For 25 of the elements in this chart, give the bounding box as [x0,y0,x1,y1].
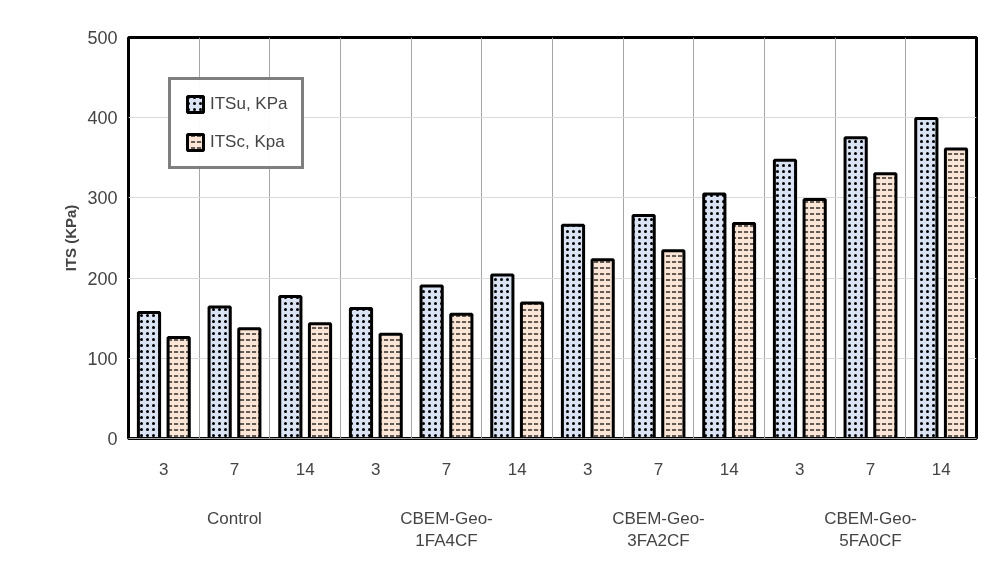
text: CBEM-Geo-5FA0CF [824,508,917,551]
x-tick-label: 3 [583,459,593,479]
y-tick-label: 200 [87,268,118,289]
x-tick-label: 3 [159,459,169,479]
x-tick-label: 7 [653,459,664,479]
y-tick-label: 0 [107,429,118,449]
y-tick-label: 500 [87,28,118,48]
legend-label: ITSu, KPa [210,94,288,114]
x-tick-label: 14 [931,459,951,479]
x-tick-label: 3 [371,459,381,479]
x-tick-label: 14 [295,459,315,479]
y-tick-label: 100 [87,348,118,369]
x-tick-label: 7 [441,459,452,479]
y-tick-label: 300 [87,188,118,209]
text: CBEM-Geo-1FA4CF [400,508,493,551]
x-tick-label: 7 [229,459,240,479]
text: Control [207,508,262,528]
legend-label: ITSc, Kpa [210,132,285,152]
x-tick-label: 14 [719,459,739,479]
y-tick-label: 400 [87,108,118,129]
y-axis-title: ITS (KPa) [62,204,80,272]
x-tick-label: 7 [865,459,876,479]
x-tick-label: 14 [507,459,527,479]
x-tick-label: 3 [795,459,805,479]
text: CBEM-Geo-3FA2CF [612,508,705,551]
